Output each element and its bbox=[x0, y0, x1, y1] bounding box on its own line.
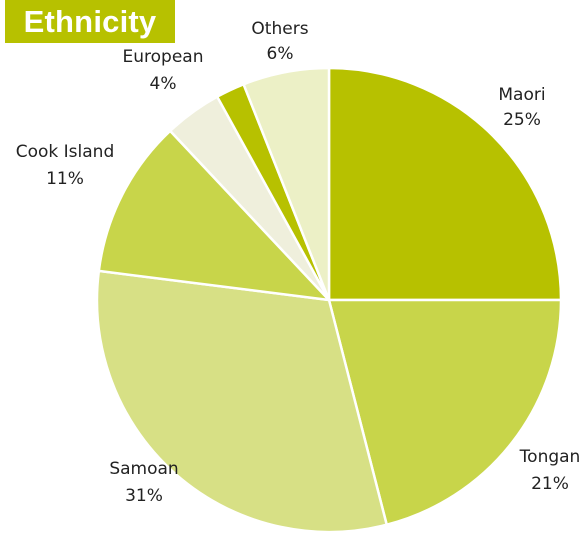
pie-slices bbox=[95, 66, 563, 534]
slice-value-cook-island: 11% bbox=[46, 169, 84, 189]
slice-label-others: Others bbox=[251, 19, 308, 39]
slice-label-cook-island: Cook Island bbox=[16, 142, 115, 162]
pie-labels: Maori 25% Tongan 21% Samoan 31% Cook Island 11%… bbox=[16, 19, 581, 506]
slice-value-tongan: 21% bbox=[531, 474, 569, 494]
slice-label-tongan: Tongan bbox=[519, 447, 581, 467]
slice-value-others: 6% bbox=[267, 44, 294, 64]
chart-title: Ethnicity bbox=[5, 0, 175, 43]
pie-slice-tongan bbox=[327, 298, 563, 526]
pie-slice-maori bbox=[327, 66, 563, 302]
pie-slice-samoan bbox=[95, 269, 388, 534]
slice-label-european: European bbox=[123, 47, 204, 67]
slice-value-maori: 25% bbox=[503, 110, 541, 130]
slice-label-maori: Maori bbox=[498, 85, 545, 105]
slice-value-samoan: 31% bbox=[125, 486, 163, 506]
slice-value-european: 4% bbox=[150, 74, 177, 94]
pie-slice-cook-island bbox=[97, 129, 331, 302]
slice-label-samoan: Samoan bbox=[109, 459, 178, 479]
pie-slice-others bbox=[242, 66, 331, 302]
